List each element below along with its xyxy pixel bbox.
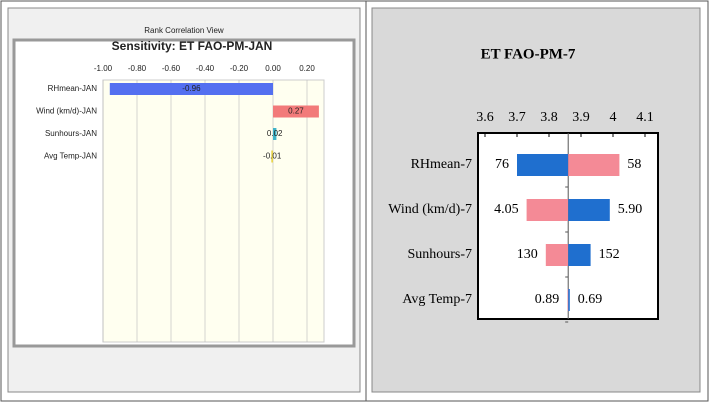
- bar: [568, 199, 610, 221]
- x-tick-label: -0.40: [196, 64, 215, 73]
- bar-label: 58: [627, 157, 641, 172]
- right-chart: ET FAO-PM-7 3.6 3.7 3.8 3.9 4 4.1 RHmean-7 76 58…: [371, 7, 701, 393]
- x-tick-label: 4.1: [636, 110, 654, 125]
- bar-label: 152: [599, 247, 620, 262]
- bar-label: 5.90: [618, 202, 643, 217]
- bar: [568, 244, 591, 266]
- category-label: Wind (km/d)-JAN: [36, 107, 97, 116]
- bar-label: 0.69: [578, 292, 603, 307]
- bar: [567, 289, 569, 311]
- x-tick-label: 0.20: [299, 64, 315, 73]
- value-label: -0.96: [182, 84, 201, 93]
- plot-area: [102, 79, 325, 343]
- category-label: Avg Temp-7: [402, 292, 472, 307]
- bar: [545, 244, 569, 266]
- x-tick-label: 3.6: [476, 110, 494, 125]
- bar-label: 4.05: [494, 202, 519, 217]
- chart-title: ET FAO-PM-7: [481, 46, 576, 62]
- x-tick-label: -0.20: [230, 64, 249, 73]
- x-tick-label: -0.60: [162, 64, 181, 73]
- bar: [271, 150, 273, 163]
- value-label: -0.01: [263, 152, 282, 161]
- x-tick-label: -0.80: [128, 64, 147, 73]
- category-label: RHmean-7: [411, 157, 472, 172]
- category-label: RHmean-JAN: [48, 84, 98, 93]
- left-chart: Rank Correlation View Sensitivity: ET FA…: [7, 7, 361, 393]
- category-label: Sunhours-7: [407, 247, 472, 262]
- x-tick-label: 3.9: [572, 110, 590, 125]
- bar-label: 76: [495, 157, 509, 172]
- bar: [526, 199, 569, 221]
- bar: [273, 105, 319, 118]
- x-tick-label: -1.00: [94, 64, 113, 73]
- bar-label: 130: [517, 247, 538, 262]
- bar-label: 0.89: [535, 292, 560, 307]
- bar: [568, 154, 620, 176]
- chart-title: Sensitivity: ET FAO-PM-JAN: [112, 39, 273, 53]
- x-tick-label: 0.00: [265, 64, 281, 73]
- bar: [109, 83, 273, 95]
- value-label: 0.27: [288, 107, 304, 116]
- chart-subtitle: Rank Correlation View: [144, 26, 224, 35]
- bar: [273, 128, 277, 140]
- category-label: Avg Temp-JAN: [44, 152, 97, 161]
- bar: [568, 289, 570, 311]
- bar: [517, 154, 569, 176]
- category-label: Wind (km/d)-7: [388, 202, 472, 217]
- category-label: Sunhours-JAN: [45, 129, 97, 138]
- value-label: 0.02: [267, 129, 283, 138]
- x-tick-label: 3.7: [508, 110, 526, 125]
- x-tick-label: 4: [610, 110, 617, 125]
- x-tick-label: 3.8: [540, 110, 558, 125]
